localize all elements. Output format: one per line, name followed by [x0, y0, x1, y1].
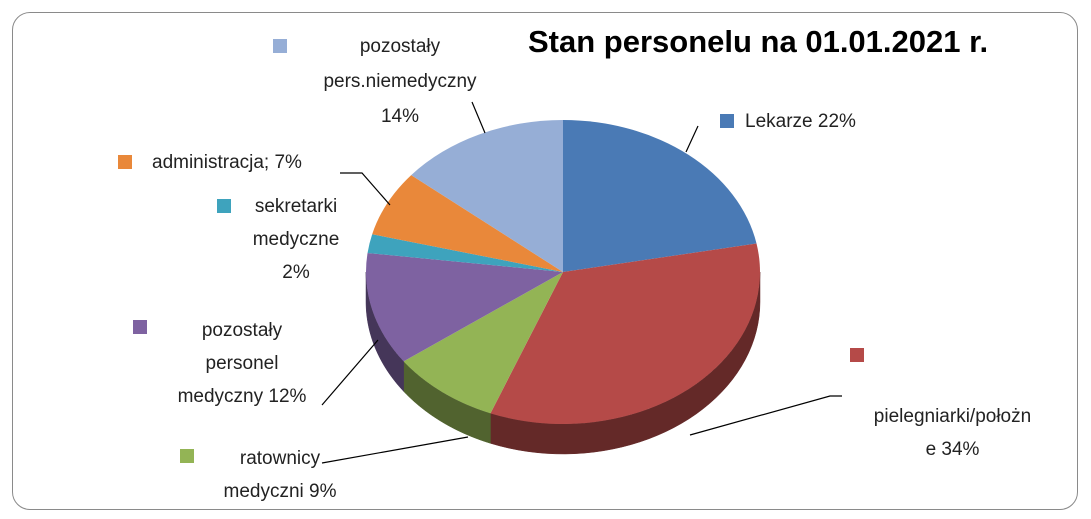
data-label: pielegniarki/położne 34% — [873, 406, 1032, 460]
legend-key — [720, 114, 734, 128]
leader-line — [685, 125, 699, 153]
legend-key — [217, 199, 231, 213]
slice — [490, 243, 760, 424]
legend-key — [180, 449, 194, 463]
leader-line — [340, 172, 391, 206]
slice — [403, 272, 563, 414]
data-label: pozostały pers.niemedyczny 14% — [323, 36, 477, 127]
leader-lines — [321, 101, 842, 464]
pie-tops — [365, 120, 760, 424]
slice — [365, 252, 563, 362]
legend-key — [118, 155, 132, 169]
leader-line — [689, 395, 842, 436]
slice — [563, 120, 757, 272]
slice — [411, 120, 563, 272]
slice — [367, 234, 563, 272]
chart-title: Stan personelu na 01.01.2021 r. — [528, 24, 989, 59]
legend-key — [133, 320, 147, 334]
data-label: ratownicy medyczni 9% — [223, 448, 337, 502]
leader-line — [321, 436, 469, 464]
data-label: Lekarze 22% — [745, 111, 856, 132]
data-label: administracja; 7% — [152, 152, 302, 173]
legend-key — [273, 39, 287, 53]
data-label: sekretarki medyczne 2% — [252, 196, 340, 283]
legend-key — [850, 348, 864, 362]
leader-line — [471, 101, 486, 134]
slice — [372, 175, 563, 272]
chart-frame — [12, 12, 1078, 510]
data-label: pozostały personel medyczny 12% — [177, 320, 307, 407]
leader-line — [321, 339, 379, 406]
